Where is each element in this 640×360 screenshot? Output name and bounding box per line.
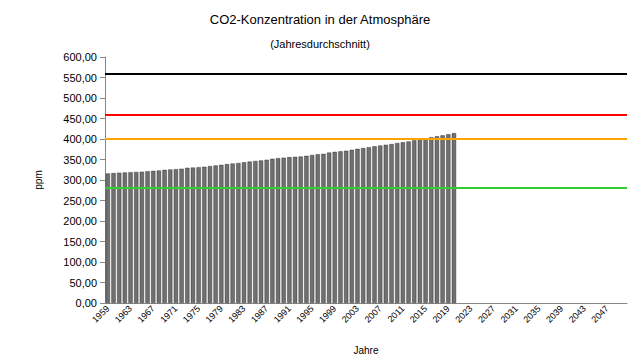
svg-text:550,00: 550,00 [63, 72, 97, 84]
svg-text:200,00: 200,00 [63, 215, 97, 227]
svg-text:450,00: 450,00 [63, 113, 97, 125]
svg-text:50,00: 50,00 [69, 277, 97, 289]
svg-text:150,00: 150,00 [63, 236, 97, 248]
svg-text:1963: 1963 [113, 303, 134, 324]
svg-text:350,00: 350,00 [63, 154, 97, 166]
svg-text:CO2-Konzentration in der Atmos: CO2-Konzentration in der Atmosphäre [210, 12, 430, 27]
svg-text:2003: 2003 [340, 303, 361, 324]
svg-text:(Jahresdurchschnitt): (Jahresdurchschnitt) [270, 38, 370, 50]
svg-text:1987: 1987 [249, 303, 270, 324]
svg-text:2039: 2039 [544, 303, 565, 324]
svg-text:2019: 2019 [431, 303, 452, 324]
svg-text:1991: 1991 [272, 303, 293, 324]
svg-text:250,00: 250,00 [63, 195, 97, 207]
svg-text:2015: 2015 [408, 303, 429, 324]
svg-text:500,00: 500,00 [63, 92, 97, 104]
svg-text:2007: 2007 [363, 303, 384, 324]
svg-text:1959: 1959 [90, 303, 111, 324]
svg-text:300,00: 300,00 [63, 174, 97, 186]
svg-text:400,00: 400,00 [63, 133, 97, 145]
svg-text:600,00: 600,00 [63, 51, 97, 63]
svg-text:ppm: ppm [33, 170, 44, 189]
svg-text:1995: 1995 [294, 303, 315, 324]
svg-text:1967: 1967 [136, 303, 157, 324]
svg-text:2047: 2047 [589, 303, 610, 324]
svg-text:2031: 2031 [499, 303, 520, 324]
svg-text:2035: 2035 [521, 303, 542, 324]
svg-text:1999: 1999 [317, 303, 338, 324]
svg-text:1975: 1975 [181, 303, 202, 324]
svg-text:0,00: 0,00 [76, 297, 97, 309]
svg-text:2027: 2027 [476, 303, 497, 324]
svg-text:2043: 2043 [567, 303, 588, 324]
svg-text:2023: 2023 [453, 303, 474, 324]
svg-text:1971: 1971 [158, 303, 179, 324]
svg-text:100,00: 100,00 [63, 256, 97, 268]
svg-text:1983: 1983 [226, 303, 247, 324]
svg-text:2011: 2011 [386, 303, 407, 324]
svg-text:Jahre: Jahre [353, 345, 378, 356]
svg-text:1979: 1979 [204, 303, 225, 324]
